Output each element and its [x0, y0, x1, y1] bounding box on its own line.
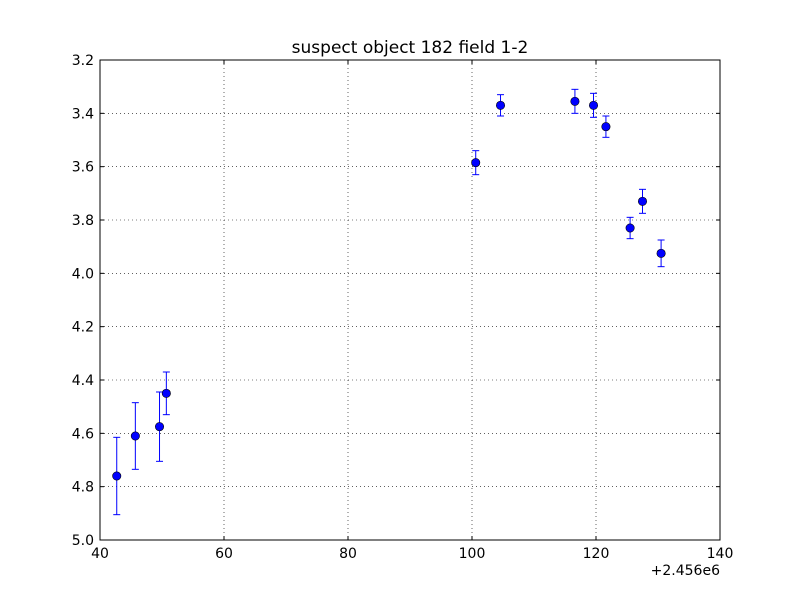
data-point — [471, 158, 481, 168]
x-tick-label: 100 — [459, 546, 486, 562]
y-tick-label: 3.8 — [72, 213, 94, 229]
x-tick-label: 140 — [707, 546, 734, 562]
y-tick-label: 4.0 — [72, 266, 94, 282]
data-point — [656, 248, 666, 258]
data-point — [601, 122, 611, 132]
x-offset-label: +2.456e6 — [651, 563, 720, 579]
data-point — [570, 96, 580, 106]
y-tick-label: 3.4 — [72, 106, 94, 122]
x-tick-label: 120 — [583, 546, 610, 562]
data-point — [637, 196, 647, 206]
plot-area — [100, 60, 720, 540]
y-tick-label: 4.8 — [72, 480, 94, 496]
chart-title: suspect object 182 field 1-2 — [292, 38, 529, 58]
data-point — [130, 431, 140, 441]
data-point — [496, 100, 506, 110]
x-tick-label: 40 — [91, 546, 109, 562]
y-tick-label: 4.6 — [72, 426, 94, 442]
data-point — [625, 223, 635, 233]
x-tick-label: 60 — [215, 546, 233, 562]
data-markers — [112, 96, 666, 481]
grid — [100, 60, 720, 540]
x-tick-labels: 40 60 80 100 120 140 — [91, 546, 733, 562]
y-tick-labels: 3.2 3.4 3.6 3.8 4.0 4.2 4.4 4.6 4.8 5.0 — [72, 53, 94, 549]
x-tick-label: 80 — [339, 546, 357, 562]
y-tick-label: 3.6 — [72, 160, 94, 176]
y-tick-label: 3.2 — [72, 53, 94, 69]
data-point — [161, 388, 171, 398]
data-point — [589, 100, 599, 110]
y-tick-label: 4.4 — [72, 373, 94, 389]
data-point — [155, 422, 165, 432]
y-tick-label: 4.2 — [72, 320, 94, 336]
plot-frame — [99, 59, 721, 541]
data-point — [112, 471, 122, 481]
y-tick-label: 5.0 — [72, 533, 94, 549]
